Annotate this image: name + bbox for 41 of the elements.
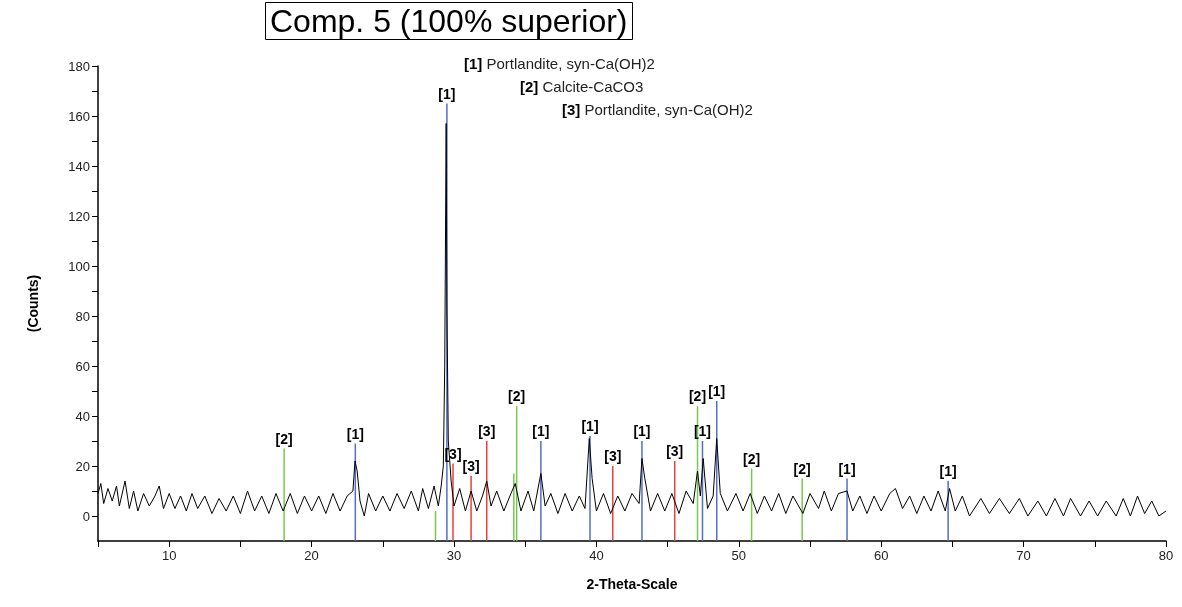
y-tick-label: 100 xyxy=(68,258,90,274)
y-axis-title: (Counts) xyxy=(25,274,41,333)
chart-title: Comp. 5 (100% superior) xyxy=(270,3,628,39)
annotation: [2] xyxy=(508,388,526,404)
x-tick-label: 60 xyxy=(873,548,889,563)
x-tick-label: 10 xyxy=(161,548,177,563)
y-tick-label: 180 xyxy=(68,58,90,74)
annotation: [1] xyxy=(939,463,957,479)
annotation: [2] xyxy=(793,460,811,477)
y-tick-label: 80 xyxy=(75,308,90,324)
y-tick-label: 40 xyxy=(75,408,90,424)
annotation: [1] xyxy=(708,383,726,399)
x-tick-label: 20 xyxy=(304,548,319,563)
y-tick-label: 120 xyxy=(68,208,90,224)
x-tick-label: 30 xyxy=(446,548,462,563)
x-tick-label: 50 xyxy=(731,548,747,563)
x-axis-title: 2-Theta-Scale xyxy=(586,576,678,592)
annotation: [3] xyxy=(666,443,684,459)
annotation: [3] xyxy=(462,458,480,474)
y-tick-label: 140 xyxy=(68,158,90,174)
annotation: [2] xyxy=(688,388,707,404)
y-tick-label: 20 xyxy=(75,458,90,474)
annotation: [1] Portlandite, syn-Ca(OH)2 xyxy=(464,55,655,72)
annotation: [1] xyxy=(532,423,550,439)
x-tick-label: 40 xyxy=(589,548,604,563)
annotation: [1] xyxy=(346,425,364,442)
annotation: [2] xyxy=(743,450,761,467)
annotation: [1] xyxy=(633,423,651,439)
annotation: [3] xyxy=(604,448,622,464)
annotation: [2] Calcite-CaCO3 xyxy=(520,78,644,95)
annotation: [3] Portlandite, syn-Ca(OH)2 xyxy=(562,101,753,118)
annotation: [1] xyxy=(438,85,456,102)
annotation: [1] xyxy=(838,460,856,477)
annotation: [2] xyxy=(275,430,293,447)
x-tick-label: 70 xyxy=(1016,548,1031,563)
y-tick-label: 0 xyxy=(82,508,90,524)
y-tick-label: 60 xyxy=(75,358,90,374)
y-tick-label: 160 xyxy=(68,108,90,124)
annotation: [3] xyxy=(478,423,496,439)
annotation: [1] xyxy=(581,418,599,434)
x-tick-label: 80 xyxy=(1158,548,1174,563)
